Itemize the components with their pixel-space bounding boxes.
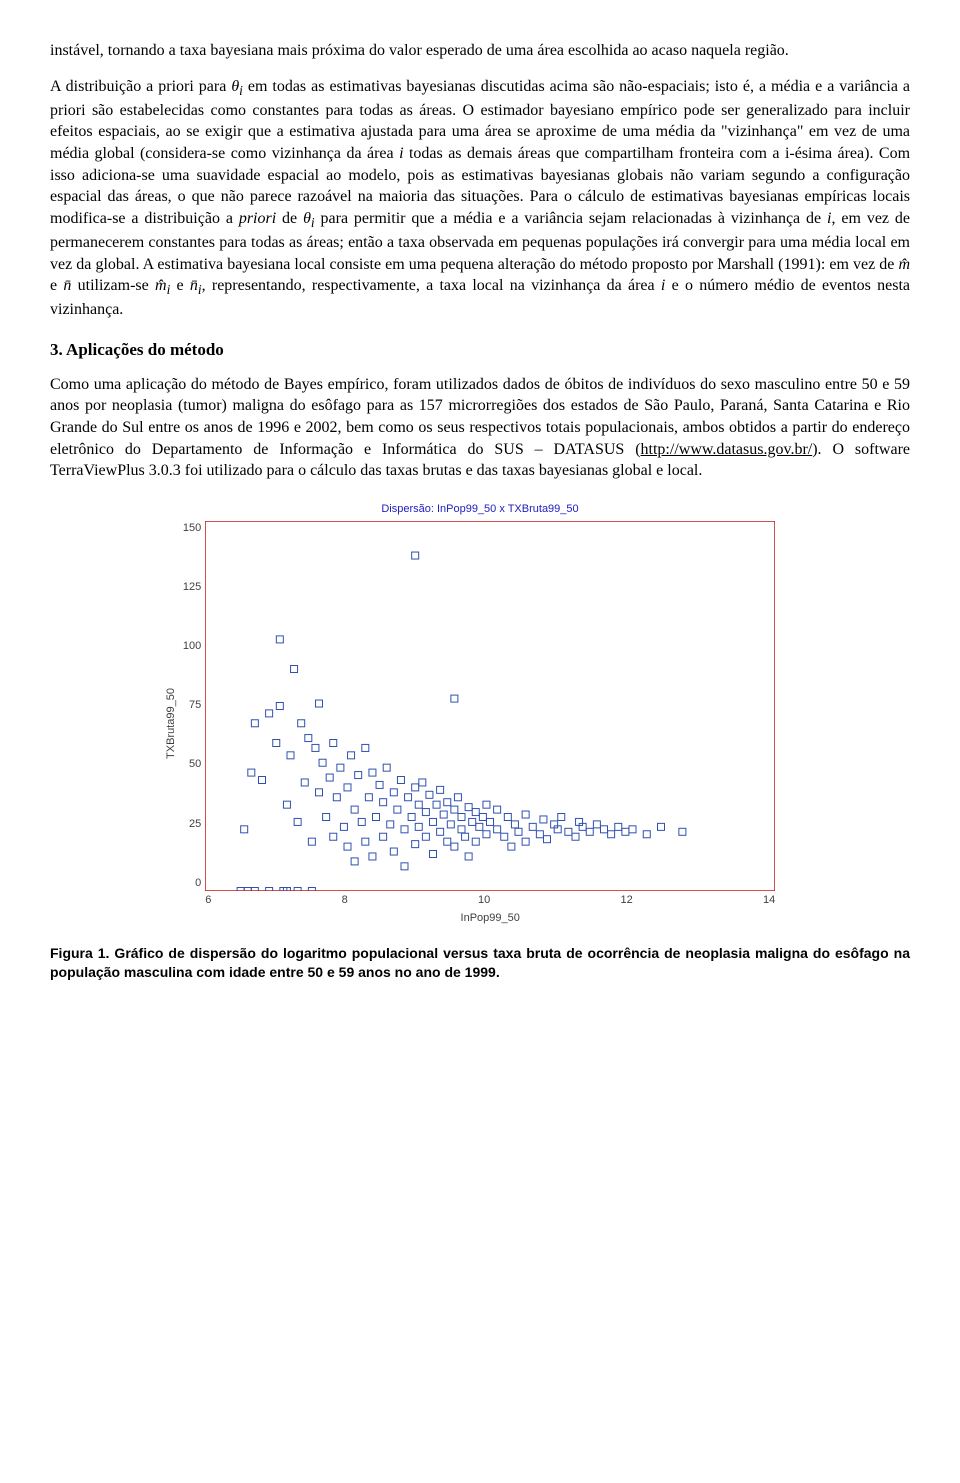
chart-title: Dispersão: InPop99_50 x TXBruta99_50 xyxy=(160,502,800,517)
figure-caption: Figura 1. Gráfico de dispersão do logari… xyxy=(50,944,910,982)
p2-pre: A distribuição a priori para xyxy=(50,78,231,95)
x-ticks: 68101214 xyxy=(205,891,775,908)
p1-a: instável, tornando a taxa bayesiana mais… xyxy=(50,42,789,59)
theta: θ xyxy=(231,78,239,95)
nbar-i: n̄ xyxy=(190,277,198,294)
theta2: θ xyxy=(303,210,311,227)
paragraph-1: instável, tornando a taxa bayesiana mais… xyxy=(50,40,910,62)
datasus-link[interactable]: http://www.datasus.gov.br/ xyxy=(641,441,813,458)
x-axis-label: InPop99_50 xyxy=(205,911,775,926)
p2-m3: de xyxy=(276,210,303,227)
p2-m6: utilizam-se xyxy=(71,277,155,294)
p2-m4: para permitir que a média e a variância … xyxy=(315,210,827,227)
scatter-chart: Dispersão: InPop99_50 x TXBruta99_50 TXB… xyxy=(160,502,800,927)
paragraph-2: A distribuição a priori para θi em todas… xyxy=(50,76,910,321)
p2-m7: , representando, respectivamente, a taxa… xyxy=(202,277,661,294)
and1: e xyxy=(50,277,63,294)
y-axis-label: TXBruta99_50 xyxy=(160,688,183,759)
section-heading: 3. Aplicações do método xyxy=(50,339,910,362)
plot-area xyxy=(205,521,775,891)
mhat: m̂ xyxy=(898,256,910,273)
y-ticks: 1501251007550250 xyxy=(183,521,205,891)
priori: priori xyxy=(239,210,276,227)
mhat-i: m̂ xyxy=(155,277,167,294)
and2: e xyxy=(170,277,190,294)
paragraph-3: Como uma aplicação do método de Bayes em… xyxy=(50,374,910,482)
